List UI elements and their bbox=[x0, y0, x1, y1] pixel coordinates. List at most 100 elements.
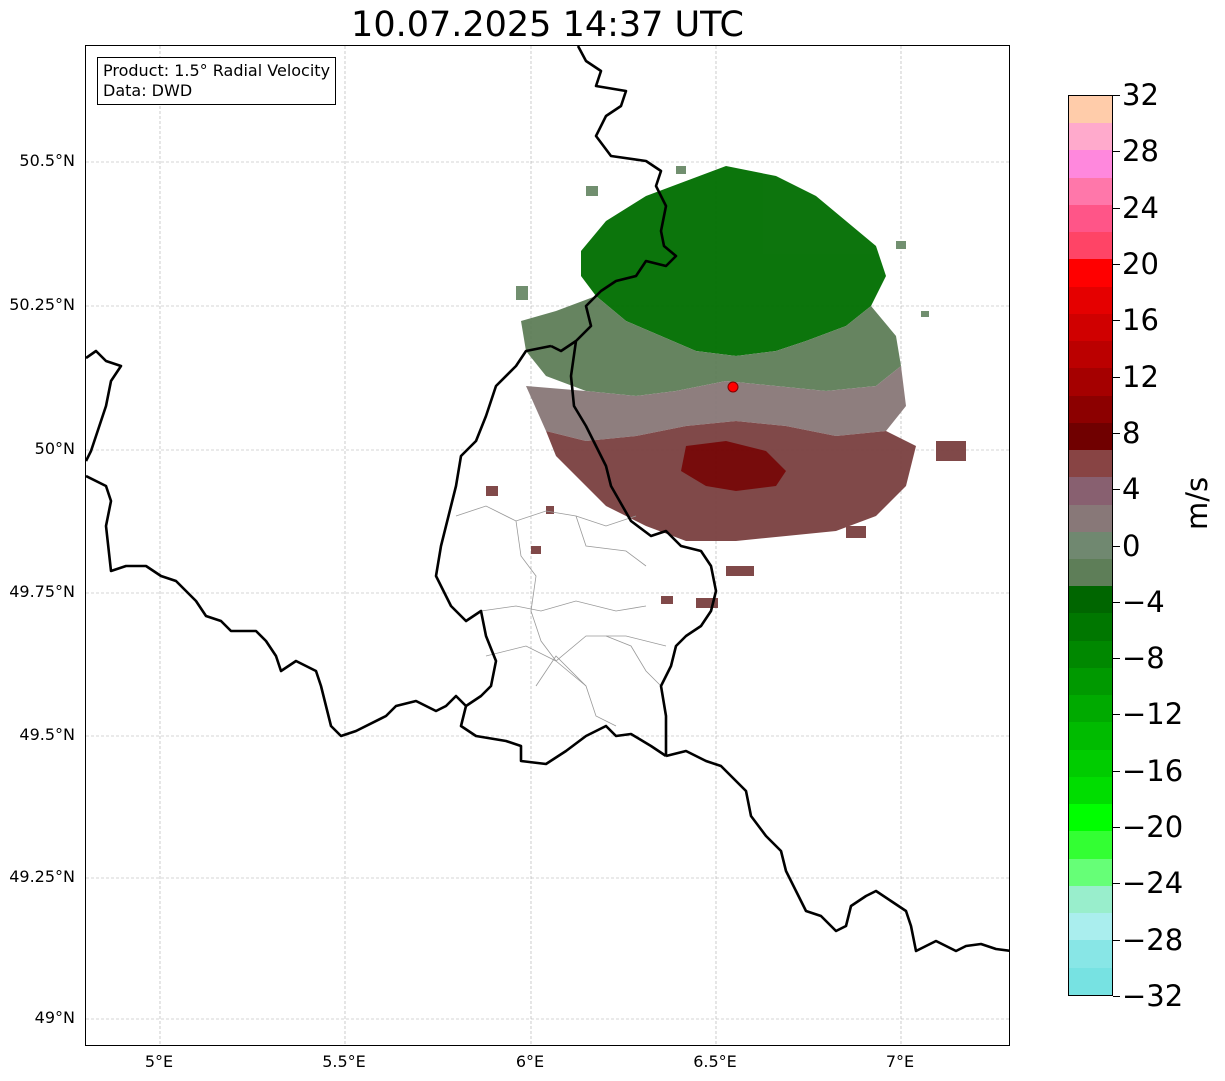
colorbar-segment bbox=[1069, 313, 1112, 342]
colorbar-segment bbox=[1069, 450, 1112, 478]
colorbar-tick-label: −16 bbox=[1122, 753, 1184, 788]
colorbar-tick bbox=[1113, 376, 1120, 378]
colorbar-tick bbox=[1113, 658, 1120, 660]
colorbar-segment bbox=[1069, 150, 1112, 178]
border-be-de-lux-north bbox=[569, 46, 718, 756]
colorbar-tick bbox=[1113, 601, 1120, 603]
colorbar-segment bbox=[1069, 940, 1112, 968]
lon-label-5: 5°E bbox=[144, 1052, 174, 1071]
colorbar-segment bbox=[1069, 967, 1112, 995]
colorbar-segment bbox=[1069, 395, 1112, 423]
colorbar-tick-label: 20 bbox=[1122, 246, 1159, 281]
graticule bbox=[86, 46, 1009, 1045]
colorbar-segment bbox=[1069, 858, 1112, 886]
colorbar-tick bbox=[1113, 95, 1120, 96]
colorbar-segment bbox=[1069, 640, 1112, 668]
colorbar-tick-label: −28 bbox=[1122, 922, 1184, 957]
colorbar-tick-label: 24 bbox=[1122, 190, 1159, 225]
border-lux-be bbox=[434, 344, 667, 766]
colorbar-segment bbox=[1069, 558, 1112, 587]
colorbar-tick bbox=[1113, 545, 1120, 547]
colorbar-tick bbox=[1113, 714, 1120, 716]
colorbar-segment bbox=[1069, 204, 1112, 233]
lat-label-50: 50°N bbox=[34, 439, 75, 458]
colorbar-segment bbox=[1069, 749, 1112, 777]
colorbar-segment bbox=[1069, 96, 1112, 124]
district-boundaries bbox=[455, 505, 667, 727]
colorbar-tick bbox=[1113, 320, 1120, 322]
colorbar-tick bbox=[1113, 939, 1120, 941]
echo-green-north bbox=[581, 166, 886, 356]
colorbar-tick-label: −12 bbox=[1122, 697, 1184, 732]
colorbar-segment bbox=[1069, 885, 1112, 914]
lat-label-49.75: 49.75°N bbox=[9, 582, 75, 601]
colorbar-segment bbox=[1069, 722, 1112, 750]
velocity-colorbar bbox=[1068, 95, 1113, 996]
lat-label-49: 49°N bbox=[34, 1008, 75, 1027]
colorbar-segment bbox=[1069, 695, 1112, 723]
colorbar-segment bbox=[1069, 477, 1112, 505]
border-lux-de-east bbox=[550, 339, 577, 353]
colorbar-tick bbox=[1113, 770, 1120, 772]
lat-label-50.5: 50.5°N bbox=[19, 151, 75, 170]
echo-darkred-core bbox=[681, 441, 786, 491]
colorbar-segment bbox=[1069, 177, 1112, 205]
colorbar-segment bbox=[1069, 341, 1112, 369]
colorbar-segment bbox=[1069, 804, 1112, 832]
colorbar-segment bbox=[1069, 531, 1112, 559]
colorbar-segment bbox=[1069, 776, 1112, 805]
radar-site-marker bbox=[727, 381, 739, 393]
colorbar-tick-label: −4 bbox=[1122, 584, 1165, 619]
lat-label-50.25: 50.25°N bbox=[9, 295, 75, 314]
colorbar-segment bbox=[1069, 613, 1112, 641]
colorbar-segment bbox=[1069, 913, 1112, 941]
colorbar-tick bbox=[1113, 432, 1120, 434]
product-label: Product: 1.5° Radial Velocity bbox=[103, 61, 331, 80]
lon-label-6.5: 6.5°E bbox=[693, 1052, 737, 1071]
lon-label-5.5: 5.5°E bbox=[322, 1052, 366, 1071]
colorbar-tick-label: 8 bbox=[1122, 415, 1141, 450]
colorbar-unit-label: m/s bbox=[1180, 476, 1214, 530]
colorbar-segment bbox=[1069, 422, 1112, 451]
product-info-box: Product: 1.5° Radial Velocity Data: DWD bbox=[97, 57, 337, 105]
scattered-echoes bbox=[516, 166, 929, 317]
map-panel[interactable] bbox=[85, 45, 1010, 1046]
lon-label-6: 6°E bbox=[515, 1052, 545, 1071]
map-canvas bbox=[86, 46, 1009, 1045]
data-source-label: Data: DWD bbox=[103, 81, 193, 100]
radar-velocity-echoes bbox=[486, 166, 966, 608]
colorbar-tick bbox=[1113, 151, 1120, 153]
lat-label-49.25: 49.25°N bbox=[9, 867, 75, 886]
colorbar-tick-label: 0 bbox=[1122, 528, 1141, 563]
colorbar-segment bbox=[1069, 232, 1112, 260]
colorbar-tick-label: −20 bbox=[1122, 810, 1184, 845]
country-borders bbox=[86, 46, 1009, 953]
colorbar-segment bbox=[1069, 667, 1112, 696]
colorbar-segment bbox=[1069, 368, 1112, 396]
colorbar-tick-label: −8 bbox=[1122, 641, 1165, 676]
colorbar-tick bbox=[1113, 827, 1120, 829]
colorbar-segment bbox=[1069, 286, 1112, 314]
scattered-echoes-maroon bbox=[486, 441, 966, 608]
colorbar-tick bbox=[1113, 263, 1120, 265]
border-fr-de-east bbox=[665, 749, 1009, 953]
border-fr-south bbox=[86, 474, 467, 738]
colorbar-tick bbox=[1113, 996, 1120, 997]
colorbar-tick-label: −24 bbox=[1122, 866, 1184, 901]
colorbar-tick bbox=[1113, 207, 1120, 209]
colorbar-tick-label: 32 bbox=[1122, 78, 1159, 112]
colorbar-tick-label: 16 bbox=[1122, 303, 1159, 338]
lon-label-7: 7°E bbox=[885, 1052, 915, 1071]
colorbar-segment bbox=[1069, 586, 1112, 614]
colorbar-tick-label: 4 bbox=[1122, 472, 1141, 507]
lat-label-49.5: 49.5°N bbox=[19, 725, 75, 744]
map-title: 10.07.2025 14:37 UTC bbox=[351, 5, 744, 45]
colorbar-segment bbox=[1069, 504, 1112, 532]
border-be-fr-west bbox=[86, 349, 123, 462]
colorbar-tick bbox=[1113, 883, 1120, 885]
echo-grey-zero-band bbox=[526, 366, 906, 441]
echo-green-grey-band bbox=[521, 296, 901, 396]
colorbar-tick-label: 28 bbox=[1122, 134, 1159, 169]
colorbar-segment bbox=[1069, 123, 1112, 151]
colorbar-segment bbox=[1069, 259, 1112, 287]
